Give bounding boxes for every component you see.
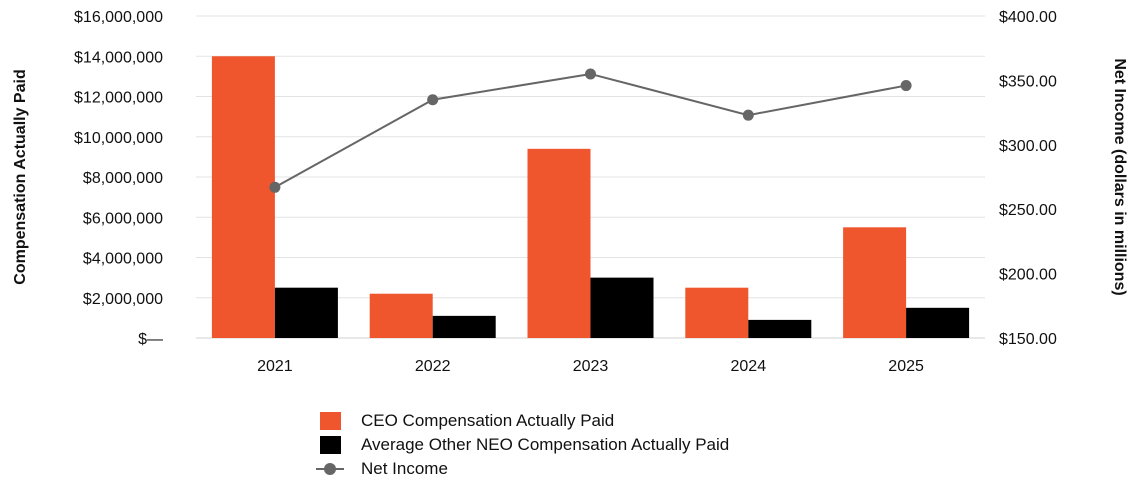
right-tick-label-5: $400.00 <box>999 9 1057 26</box>
legend-label-net-income: Net Income <box>361 459 448 478</box>
net-income-point-2022 <box>427 94 439 106</box>
neo-swatch <box>320 436 341 454</box>
net-income-point-2024 <box>742 109 754 121</box>
ceo-swatch <box>320 412 341 430</box>
line-layer <box>269 68 912 193</box>
legend-item-ceo: CEO Compensation Actually Paid <box>316 409 729 433</box>
bar-neo-2024 <box>748 319 812 338</box>
x-axis-ticks: 2021 2022 2023 2024 2025 <box>257 358 924 375</box>
bar-ceo-2024 <box>685 287 749 338</box>
x-tick-label-2025: 2025 <box>888 358 924 375</box>
left-axis-title: Compensation Actually Paid <box>12 69 29 284</box>
x-tick-label-2023: 2023 <box>573 358 609 375</box>
left-tick-label-5: $10,000,000 <box>74 130 163 147</box>
x-tick-label-2022: 2022 <box>415 358 451 375</box>
right-axis-title: Net Income (dollars in millions) <box>1111 58 1128 295</box>
left-tick-label-1: $2,000,000 <box>83 291 163 308</box>
bar-ceo-2023 <box>527 148 591 338</box>
right-tick-label-4: $350.00 <box>999 73 1057 90</box>
bar-ceo-2025 <box>843 227 907 338</box>
net-income-point-2025 <box>900 80 912 92</box>
right-tick-label-0: $150.00 <box>999 331 1057 348</box>
net-income-point-2021 <box>269 181 281 193</box>
bar-neo-2023 <box>590 277 654 338</box>
left-tick-label-4: $8,000,000 <box>83 170 163 187</box>
bar-neo-2022 <box>432 315 496 338</box>
right-tick-label-1: $200.00 <box>999 267 1057 284</box>
legend: CEO Compensation Actually Paid Average O… <box>316 409 729 481</box>
left-tick-label-3: $6,000,000 <box>83 210 163 227</box>
bar-ceo-2022 <box>369 293 433 338</box>
x-tick-label-2024: 2024 <box>731 358 767 375</box>
left-tick-label-8: $16,000,000 <box>74 9 163 26</box>
legend-item-neo: Average Other NEO Compensation Actually … <box>316 433 729 457</box>
left-tick-label-2: $4,000,000 <box>83 251 163 268</box>
left-tick-label-6: $12,000,000 <box>74 90 163 107</box>
bar-layer <box>211 56 970 338</box>
x-tick-label-2021: 2021 <box>257 358 293 375</box>
bar-ceo-2021 <box>211 56 275 338</box>
legend-item-net-income: Net Income <box>316 457 729 481</box>
legend-label-ceo: CEO Compensation Actually Paid <box>361 411 615 430</box>
left-axis-ticks: $— $2,000,000 $4,000,000 $6,000,000 $8,000,0… <box>74 9 163 348</box>
bar-neo-2025 <box>906 307 970 338</box>
bar-neo-2021 <box>274 287 338 338</box>
right-tick-label-3: $300.00 <box>999 138 1057 155</box>
net-income-point-2023 <box>585 68 596 80</box>
legend-label-neo: Average Other NEO Compensation Actually … <box>361 435 730 454</box>
right-tick-label-2: $250.00 <box>999 202 1057 219</box>
net-income-line-key <box>316 460 344 478</box>
left-tick-label-0: $— <box>138 331 163 348</box>
right-axis-ticks: $150.00 $200.00 $250.00 $300.00 $350.00 $400.… <box>999 9 1057 348</box>
left-tick-label-7: $14,000,000 <box>74 49 163 66</box>
